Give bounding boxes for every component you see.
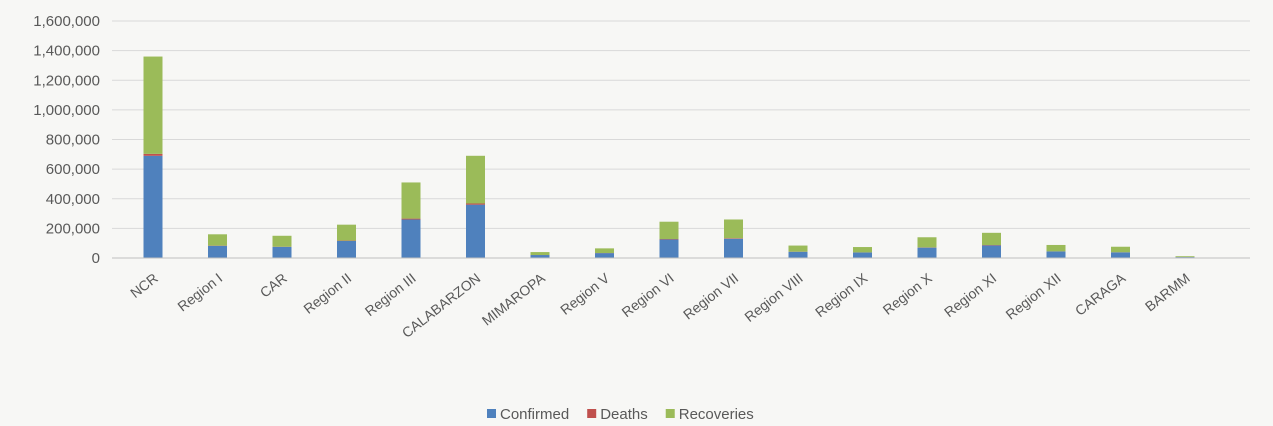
y-tick-label: 400,000	[46, 191, 100, 208]
y-tick-label: 1,600,000	[33, 13, 100, 30]
bar-recoveries	[853, 247, 872, 253]
bar-confirmed	[401, 219, 421, 258]
bar-recoveries	[788, 245, 808, 252]
bar-deaths	[466, 203, 485, 205]
x-tick-label: Region XII	[1002, 270, 1063, 323]
legend-swatch	[487, 409, 496, 418]
x-tick-label: Region IX	[812, 269, 871, 320]
x-tick-label: Region X	[880, 269, 936, 317]
bar-confirmed	[724, 238, 743, 258]
bar-recoveries	[659, 221, 679, 240]
legend-label: Confirmed	[500, 406, 569, 423]
bar-recoveries	[272, 235, 292, 247]
bar-recoveries	[595, 248, 614, 253]
legend: Confirmed Deaths Recoveries	[487, 406, 754, 423]
bar-confirmed	[143, 155, 163, 258]
bar-confirmed	[917, 247, 937, 258]
bar-recoveries	[1111, 246, 1130, 253]
x-axis: NCR Region I CAR Region II Region IIICALABAR…	[112, 257, 1250, 341]
y-tick-label: 600,000	[46, 161, 100, 178]
y-tick-label: 200,000	[46, 220, 100, 237]
legend-label: Recoveries	[679, 406, 754, 423]
bar-recoveries	[466, 155, 485, 204]
y-tick-label: 1,000,000	[33, 102, 100, 119]
bar-confirmed	[466, 204, 485, 258]
legend-label: Deaths	[600, 406, 648, 423]
bar-recoveries	[982, 232, 1001, 246]
bar-confirmed	[853, 252, 872, 258]
legend-swatch	[665, 409, 675, 418]
bar-recoveries	[530, 252, 550, 255]
x-tick-label: Region XI	[941, 270, 999, 320]
x-tick-label: MIMAROPA	[479, 269, 549, 328]
x-tick-label: Region V	[557, 269, 613, 317]
y-tick-label: 0	[92, 250, 100, 267]
y-axis: 0 200,000 400,000 600,000 800,000 1,000,000 1,…	[33, 13, 100, 267]
x-tick-label: Region VII	[680, 270, 741, 323]
bar-confirmed	[1046, 251, 1066, 258]
x-tick-label: NCR	[127, 270, 161, 301]
bar-confirmed	[208, 245, 227, 258]
bar-recoveries	[1046, 244, 1066, 252]
x-tick-label: CARAGA	[1072, 269, 1129, 318]
bar-confirmed	[595, 253, 614, 258]
y-tick-label: 800,000	[46, 132, 100, 149]
legend-swatch	[587, 409, 597, 418]
bar-recoveries	[208, 234, 227, 246]
x-tick-label: Region III	[362, 270, 419, 320]
x-tick-label: Region VI	[619, 270, 677, 320]
x-tick-label: Region II	[300, 270, 354, 317]
x-tick-label: Region VIII	[741, 270, 805, 325]
bar-confirmed	[788, 251, 808, 258]
bar-recoveries	[1175, 256, 1195, 258]
bar-recoveries	[401, 182, 421, 219]
x-tick-label: Region I	[174, 270, 225, 315]
bar-recoveries	[337, 224, 356, 241]
bar-confirmed	[1111, 252, 1130, 258]
gridlines	[112, 20, 1250, 229]
bar-recoveries	[143, 56, 163, 154]
bar-recoveries	[917, 237, 937, 248]
bar-deaths	[401, 218, 421, 220]
bar-deaths	[143, 153, 163, 156]
y-tick-label: 1,400,000	[33, 43, 100, 60]
y-tick-label: 1,200,000	[33, 72, 100, 89]
bar-confirmed	[982, 245, 1001, 258]
bars	[143, 56, 1195, 258]
x-tick-label: BARMM	[1142, 270, 1193, 315]
bar-confirmed	[530, 255, 550, 258]
bar-recoveries	[724, 219, 743, 239]
bar-confirmed	[337, 240, 356, 258]
bar-confirmed	[272, 246, 292, 258]
bar-confirmed	[659, 239, 679, 258]
x-tick-label: CAR	[257, 270, 290, 301]
bar-deaths	[724, 238, 743, 239]
